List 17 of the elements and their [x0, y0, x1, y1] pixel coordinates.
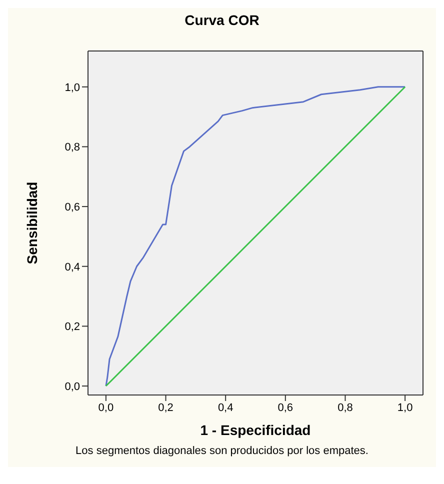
x-tick-label: 0,8 — [338, 402, 353, 414]
y-tick-label: 0,2 — [64, 321, 80, 334]
x-tick-label: 0,2 — [158, 402, 174, 414]
y-tick-label: 0,6 — [64, 201, 80, 214]
y-tick-label: 1,0 — [64, 82, 80, 94]
y-axis-title: Sensibilidad — [24, 182, 40, 264]
y-tick-label: 0,4 — [64, 261, 80, 274]
x-tick-label: 1,0 — [397, 402, 413, 414]
y-tick-label: 0,0 — [64, 380, 80, 393]
y-tick-label: 0,8 — [64, 142, 80, 154]
chart-title: Curva COR — [184, 12, 260, 28]
line-series — [105, 86, 406, 387]
x-axis-title: 1 - Especificidad — [200, 422, 311, 438]
text: Los segmentos diagonales son producidos por los empates. — [74, 445, 370, 457]
x-tick-label: 0,4 — [218, 402, 234, 414]
x-tick-label: 0,0 — [98, 402, 114, 414]
x-tick-label: 0,6 — [278, 402, 294, 414]
